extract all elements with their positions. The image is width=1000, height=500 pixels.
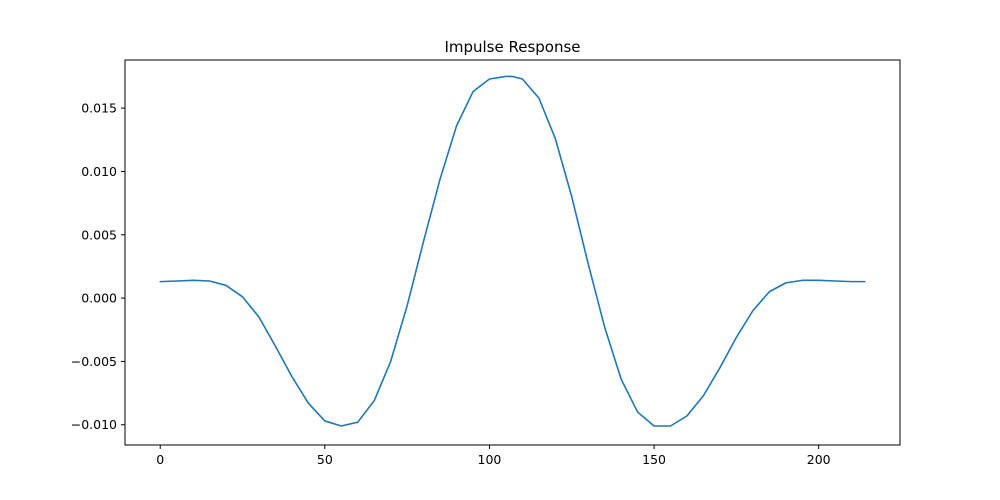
chart-title: Impulse Response [444,38,580,56]
y-tick-label: 0.005 [81,227,117,242]
x-tick-label: 100 [478,452,502,467]
y-tick-label: −0.005 [71,354,117,369]
x-tick-label: 200 [807,452,831,467]
y-tick-label: 0.000 [81,291,117,306]
y-tick-label: 0.010 [81,164,117,179]
series-line-0 [159,75,866,427]
y-tick-label: 0.015 [81,101,117,116]
y-tick-label: −0.010 [71,417,117,432]
axes-frame [124,59,901,446]
x-tick-label: 50 [317,452,333,467]
plot-area [159,75,866,427]
x-tick-label: 0 [156,452,164,467]
axes: 0 50 100 150 200 −0.010 −0.005 0.000 0.005 0.010 0… [71,59,901,467]
x-tick-label: 150 [642,452,666,467]
